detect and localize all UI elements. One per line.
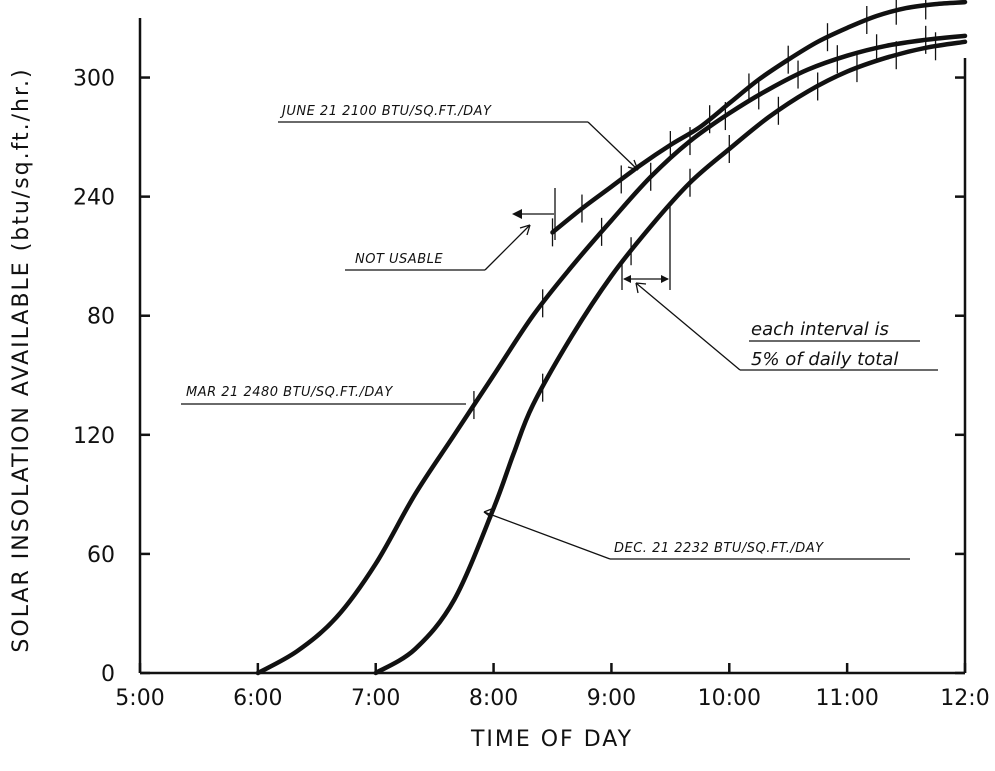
not-usable-leader	[484, 224, 531, 271]
x-tick-label: 9:00	[587, 686, 636, 711]
x-axis-ticks: 5:00 6:00 7:00 8:00 9:00 10:00 11:00 12:0	[115, 663, 990, 711]
interval-marks	[473, 0, 937, 420]
x-tick-label: 7:00	[351, 686, 400, 711]
axes	[138, 18, 967, 675]
dec-label: DEC. 21 2232 BTU/SQ.FT./DAY	[614, 541, 824, 556]
dec-leader	[483, 511, 611, 560]
series-line-dec	[373, 39, 968, 676]
june-label: JUNE 21 2100 BTU/SQ.FT./DAY	[279, 104, 492, 119]
dec-leader-arrowhead	[483, 507, 495, 519]
x-tick-label: 6:00	[233, 686, 282, 711]
not-usable-leader-arrowhead	[519, 224, 531, 236]
y-tick-label: 0	[101, 662, 115, 687]
y-tick-label: 120	[73, 424, 115, 449]
not-usable-arrowhead	[512, 209, 522, 219]
x-tick-label: 10:00	[698, 686, 761, 711]
interval-bracket-arrow-right	[661, 275, 669, 283]
y-tick-label: 80	[87, 305, 115, 330]
y-tick-label: 240	[73, 186, 115, 211]
x-axis-title: TIME OF DAY	[470, 727, 633, 752]
y-axis-ticks: 0 60 120 80 240 300	[73, 67, 965, 687]
interval-leader	[635, 282, 741, 371]
annotations: JUNE 21 2100 BTU/SQ.FT./DAY NOT USABLE M…	[181, 104, 938, 560]
not-usable-label: NOT USABLE	[355, 252, 443, 267]
x-tick-label: 12:0	[940, 686, 989, 711]
interval-note-line2: 5% of daily total	[751, 349, 898, 370]
y-axis-title: SOLAR INSOLATION AVAILABLE (btu/sq.ft./h…	[9, 67, 34, 652]
y-tick-label: 60	[87, 543, 115, 568]
june-leader-arrowhead	[627, 159, 639, 171]
series-curves	[255, 0, 968, 676]
x-tick-label: 8:00	[469, 686, 518, 711]
interval-leader-arrowhead	[635, 282, 647, 294]
series-line-mar	[255, 33, 968, 676]
interval-bracket-arrow-left	[623, 275, 631, 283]
x-tick-label: 11:00	[815, 686, 878, 711]
y-tick-label: 300	[73, 67, 115, 92]
mar-label: MAR 21 2480 BTU/SQ.FT./DAY	[186, 385, 393, 400]
interval-note-line1: each interval is	[751, 319, 889, 340]
x-tick-label: 5:00	[115, 686, 164, 711]
series-line-june	[550, 0, 968, 235]
june-leader	[587, 121, 639, 171]
